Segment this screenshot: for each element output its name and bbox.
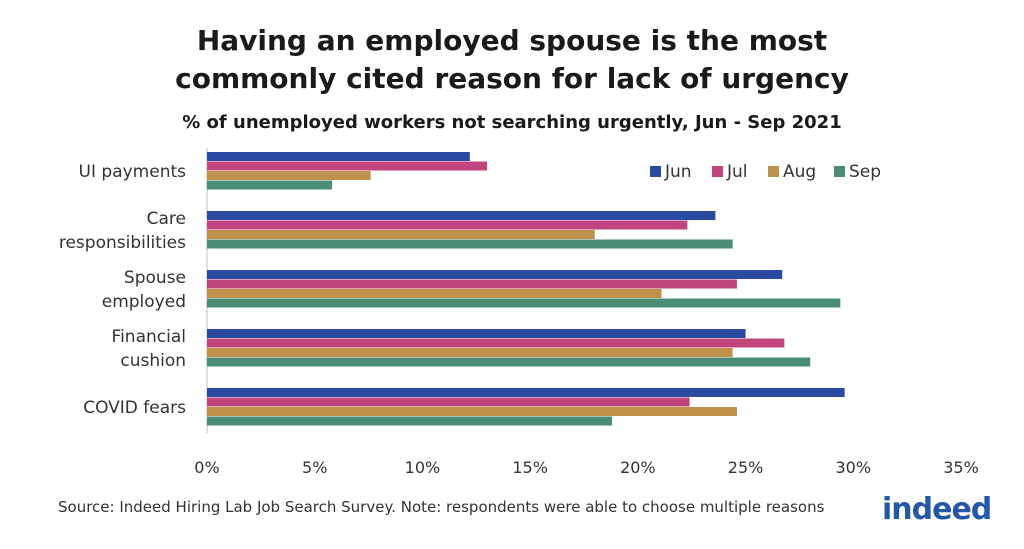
legend-swatch-jun [650, 166, 661, 177]
bar-jul-3 [207, 338, 785, 348]
bar-jul-1 [207, 220, 688, 230]
category-label: Care [147, 209, 186, 229]
bar-sep-3 [207, 357, 811, 367]
x-tick-label: 10% [405, 458, 441, 477]
chart-title: Having an employed spouse is the most com… [0, 22, 1024, 98]
chart-subtitle: % of unemployed workers not searching ur… [182, 112, 842, 133]
bar-sep-0 [207, 180, 332, 190]
legend-label-jul: Jul [726, 162, 748, 182]
bar-jun-2 [207, 270, 783, 279]
legend-swatch-sep [834, 166, 845, 177]
bar-jul-0 [207, 161, 488, 171]
bar-aug-0 [207, 171, 371, 180]
x-tick-label: 30% [836, 458, 872, 477]
bar-jun-4 [207, 388, 845, 397]
x-tick-label: 35% [943, 458, 979, 477]
x-tick-label: 0% [194, 458, 219, 477]
x-tick-label: 15% [512, 458, 548, 477]
legend-swatch-jul [712, 166, 723, 177]
bar-aug-2 [207, 289, 662, 298]
category-label: Spouse [124, 268, 186, 288]
indeed-logo: indeed [882, 492, 992, 527]
logo-text: indeed [882, 492, 991, 527]
x-tick-label: 20% [620, 458, 656, 477]
legend-label-sep: Sep [849, 162, 881, 182]
bar-jun-0 [207, 152, 470, 161]
bar-jun-1 [207, 211, 716, 220]
category-label: Financial [112, 327, 186, 347]
bar-sep-2 [207, 298, 841, 308]
category-label: employed [102, 292, 186, 312]
x-tick-label: 25% [728, 458, 764, 477]
bar-sep-1 [207, 239, 733, 249]
source-note: Source: Indeed Hiring Lab Job Search Sur… [58, 498, 825, 516]
bar-aug-1 [207, 230, 595, 239]
category-label: cushion [120, 351, 186, 371]
category-label: COVID fears [83, 398, 186, 418]
x-tick-label: 5% [302, 458, 327, 477]
legend-swatch-aug [768, 166, 779, 177]
bar-aug-4 [207, 407, 737, 416]
legend-label-jun: Jun [664, 162, 692, 182]
category-label: responsibilities [59, 233, 186, 253]
legend-label-aug: Aug [783, 162, 816, 182]
bar-aug-3 [207, 348, 733, 357]
bar-jul-2 [207, 279, 737, 289]
bar-jul-4 [207, 397, 690, 407]
category-label: UI payments [79, 162, 187, 182]
bar-sep-4 [207, 416, 613, 426]
chart-title-line-1: Having an employed spouse is the most [196, 24, 828, 57]
bar-jun-3 [207, 329, 746, 338]
chart-title-line-2: commonly cited reason for lack of urgenc… [175, 62, 849, 95]
